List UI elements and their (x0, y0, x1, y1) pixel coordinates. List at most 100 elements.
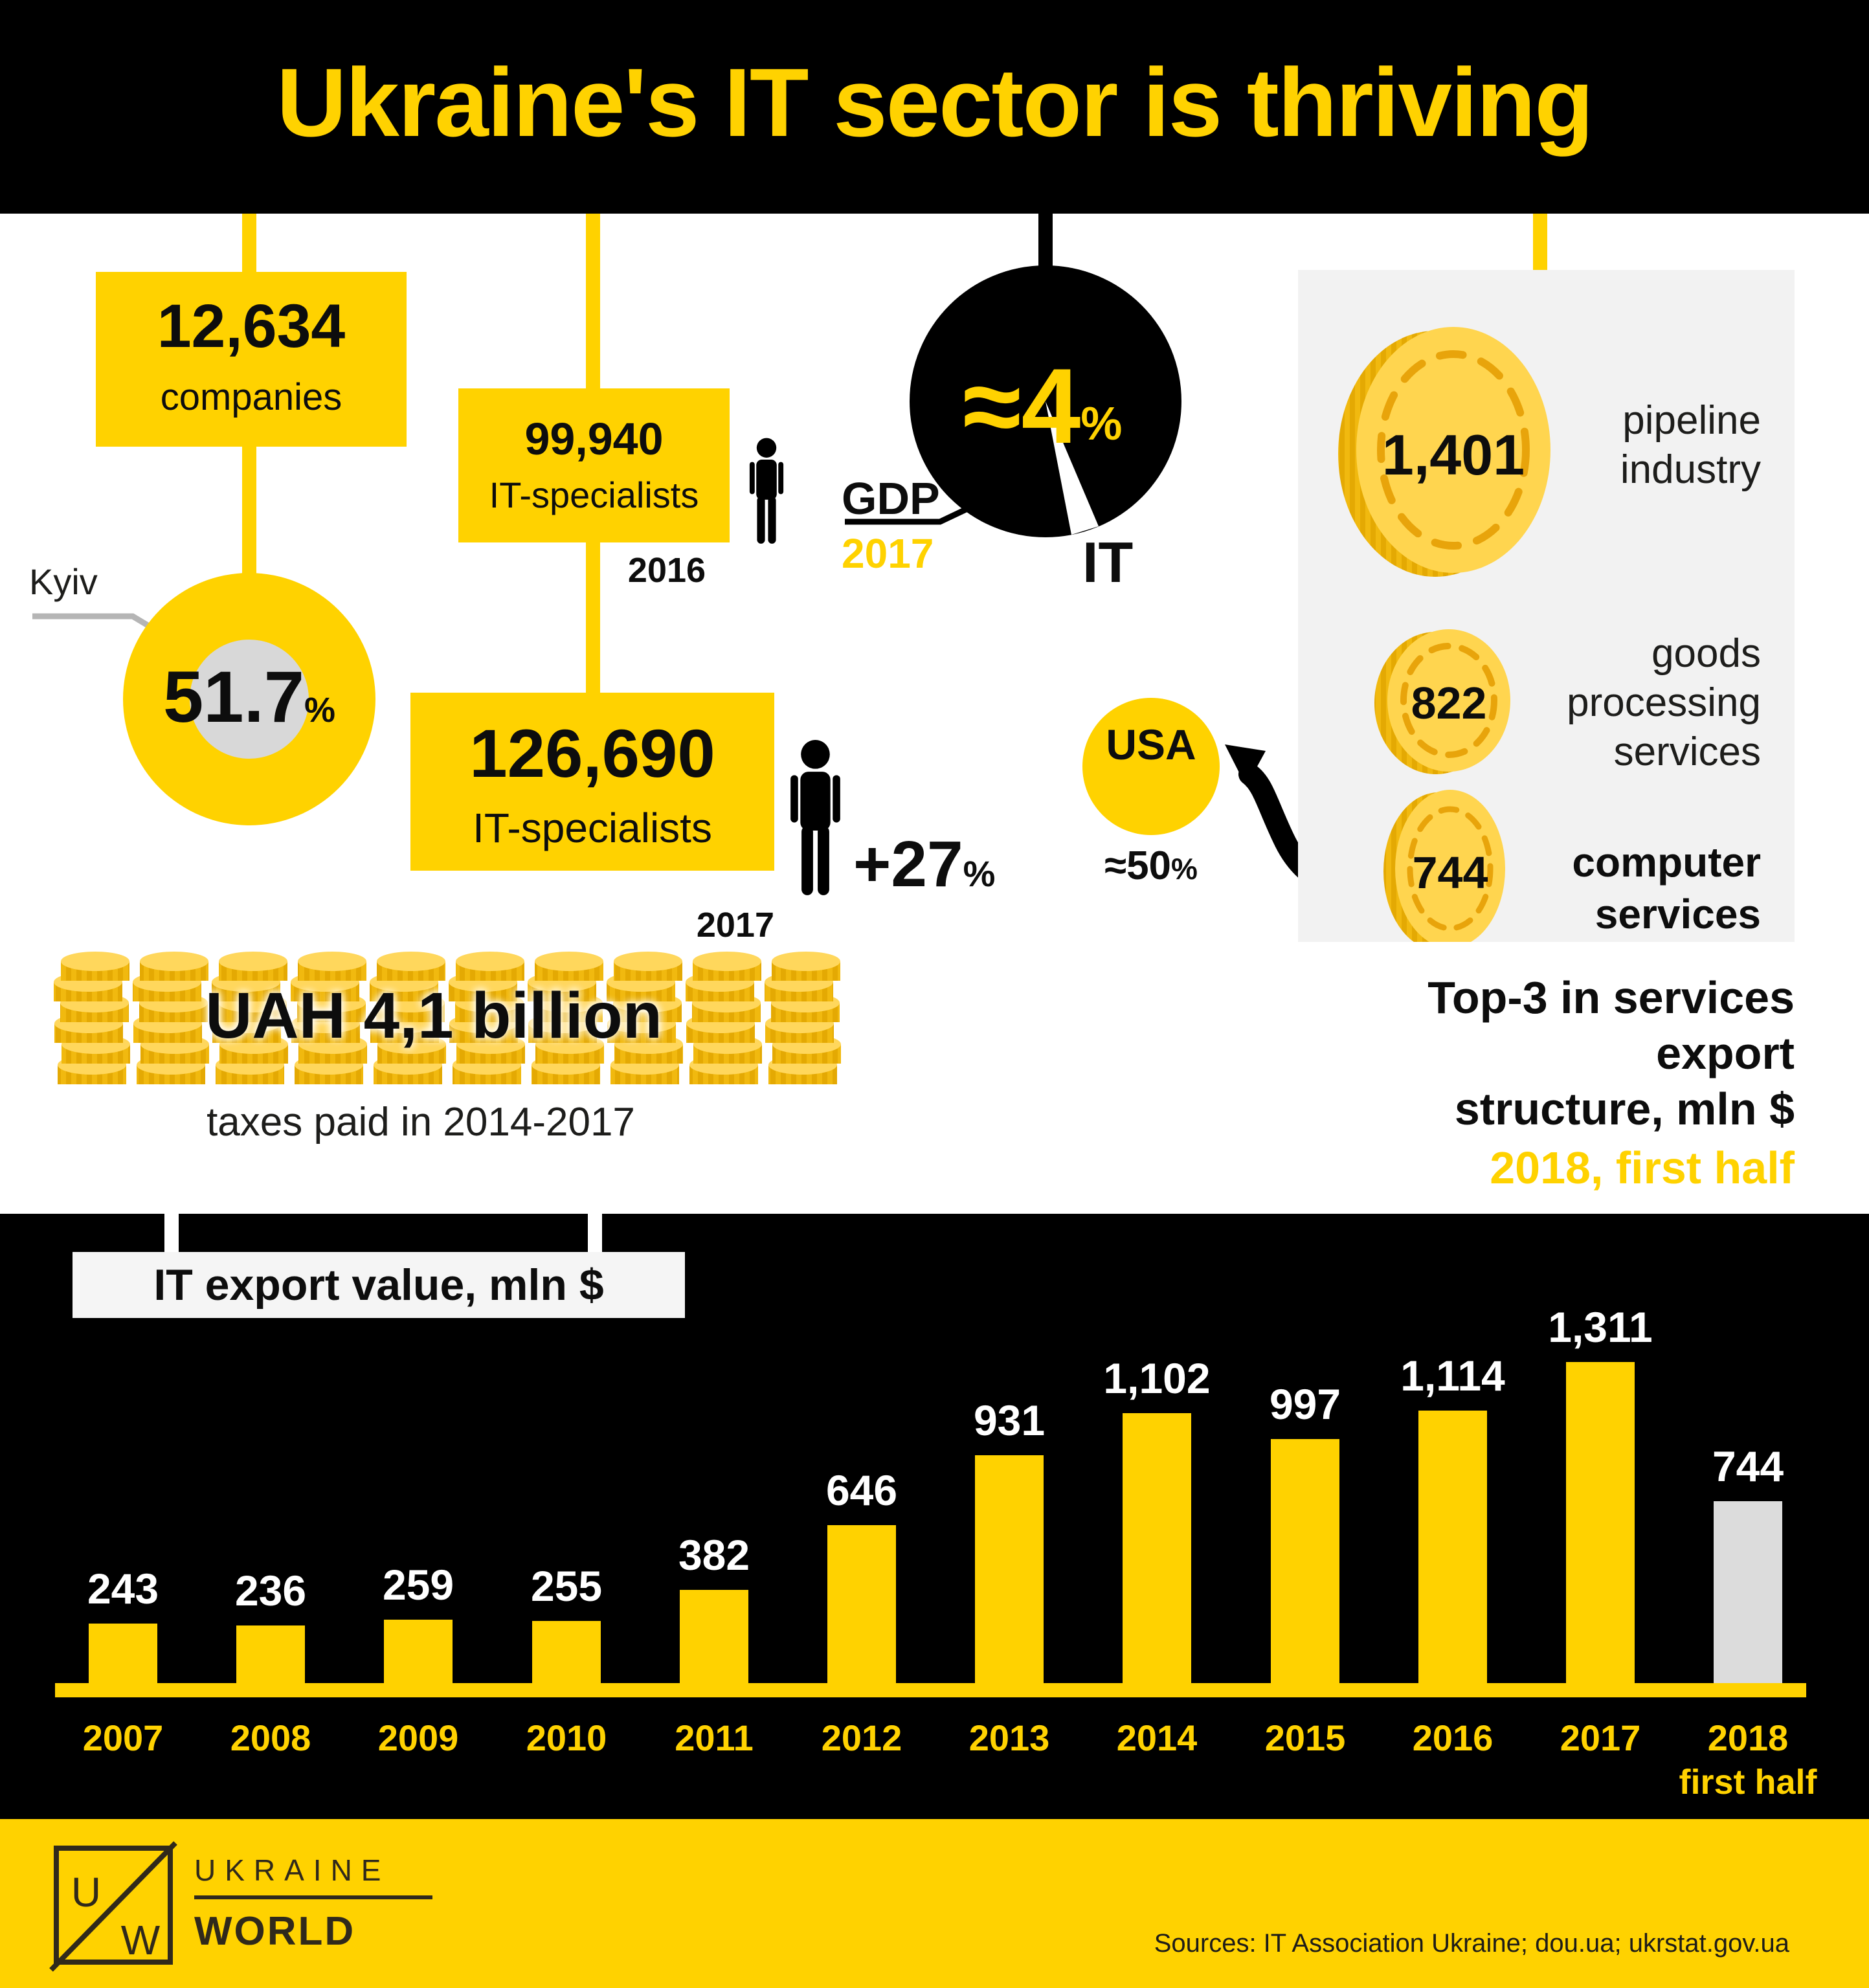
coin-value: 822 (1411, 678, 1487, 728)
export-panel-coins (1338, 327, 1550, 942)
bar-value-label: 255 (530, 1562, 603, 1610)
coin-label: goods processing services (1372, 629, 1761, 777)
coin-label-line: goods (1651, 631, 1761, 676)
coin-value: 1,401 (1382, 423, 1525, 487)
bar-year-label: 2007 (82, 1717, 164, 1758)
connector-line (1533, 214, 1547, 270)
bar-year-label: 2010 (526, 1717, 607, 1758)
bar-2017 (1566, 1362, 1635, 1683)
coin-label-line: industry (1620, 447, 1761, 492)
note-highlight: 2018, first half (1490, 1143, 1795, 1193)
bar-2011 (680, 1590, 748, 1683)
bar-year-label: 2009 (377, 1717, 459, 1758)
brand-name-top: UKRAINE (194, 1853, 390, 1887)
gdp-share-value: ≈4 (963, 346, 1081, 465)
usa-circle (1082, 698, 1220, 835)
banner-tab (588, 1214, 602, 1253)
bar-2012 (827, 1525, 896, 1683)
gdp-pie-chart (910, 265, 1181, 537)
usa-label: USA (1106, 720, 1196, 768)
growth-percent: % (963, 853, 996, 894)
note-line: Top-3 in services export (1427, 972, 1795, 1078)
coin-label-line: pipeline (1622, 398, 1761, 443)
gdp-label: GDP (842, 473, 940, 524)
connector-line (586, 214, 600, 388)
brand-logo-icon: U W (49, 1841, 177, 1972)
usa-share: ≈50% (1073, 843, 1229, 889)
companies-box: 12,634 companies (96, 272, 407, 447)
chart-title-banner: IT export value, mln $ (73, 1252, 685, 1318)
gdp-share: ≈4 % (963, 353, 1122, 460)
bar-year-label: 2008 (230, 1717, 311, 1758)
bar-2009 (384, 1620, 453, 1683)
connector-line-black (1038, 214, 1053, 267)
bar-value-label: 997 (1269, 1380, 1341, 1428)
bar-year-note: first half (1679, 1763, 1817, 1802)
banner-tab (164, 1214, 179, 1253)
brand-divider (194, 1895, 432, 1899)
bar-value-label: 931 (973, 1396, 1046, 1444)
export-panel-note: Top-3 in services export structure, mln … (1277, 970, 1795, 1199)
sources-note: Sources: IT Association Ukraine; dou.ua;… (1154, 1929, 1789, 1958)
specialists-2017-value: 126,690 (469, 716, 715, 792)
coin-icon (1338, 327, 1550, 577)
coin-label-line: services (1595, 891, 1761, 937)
bar-year-label: 2011 (675, 1717, 754, 1758)
specialists-2017-year: 2017 (696, 906, 774, 944)
coin-icon (1374, 629, 1510, 774)
bar-value-label: 259 (382, 1561, 454, 1609)
usa-share-value: ≈50 (1104, 843, 1172, 888)
bar-2018 (1714, 1501, 1782, 1683)
bar-year-label: 2012 (821, 1717, 902, 1758)
bar-2013 (975, 1455, 1044, 1683)
coin-label-line: services (1613, 730, 1761, 774)
kyiv-share-value: 51.7 (163, 656, 304, 737)
bar-year-label: 2016 (1412, 1717, 1494, 1758)
bar-2007 (89, 1624, 157, 1683)
brand-name-bottom: WORLD (194, 1909, 356, 1954)
bar-value-label: 1,102 (1103, 1354, 1211, 1402)
connector-line (242, 214, 256, 272)
person-icon (749, 438, 784, 544)
footer (0, 1819, 1869, 1988)
coin-label: pipeline industry (1372, 396, 1761, 495)
flow-arrow-head (1225, 744, 1266, 787)
page-title: Ukraine's IT sector is thriving (276, 48, 1594, 157)
coin-stacks (54, 952, 841, 1084)
connector-line (586, 542, 600, 693)
bar-2015 (1271, 1439, 1339, 1683)
gdp-callout-line (845, 506, 967, 525)
taxes-caption: taxes paid in 2014-2017 (207, 1100, 635, 1145)
bar-2016 (1418, 1411, 1487, 1683)
taxes-headline: UAH 4,1 billion (205, 979, 662, 1052)
companies-label: companies (160, 376, 342, 418)
bar-value-label: 744 (1712, 1442, 1784, 1490)
gdp-share-percent: % (1080, 398, 1123, 450)
note-line: structure, mln $ (1454, 1084, 1795, 1134)
coin-label-line: processing (1567, 680, 1761, 725)
specialists-2016-box: 99,940 IT-specialists (458, 388, 730, 542)
specialists-2017-label: IT-specialists (473, 805, 712, 851)
logo-letter-w: W (121, 1917, 161, 1963)
kyiv-callout-label: Kyiv (29, 561, 98, 602)
specialists-2017-box: 126,690 IT-specialists (410, 693, 774, 871)
bar-value-label: 1,114 (1400, 1352, 1505, 1400)
person-icon (790, 740, 840, 895)
specialists-2016-value: 99,940 (524, 414, 664, 464)
growth-value: +27 (853, 828, 963, 900)
usa-share-percent: % (1171, 852, 1198, 886)
donut-inner-circle (190, 640, 309, 759)
pie-slice-cut (1046, 401, 1099, 535)
pie-slice-label: IT (1082, 530, 1134, 594)
specialists-2016-label: IT-specialists (489, 475, 699, 515)
bar-2010 (532, 1621, 601, 1683)
bar-value-label: 382 (678, 1531, 750, 1579)
bar-2008 (236, 1625, 305, 1683)
specialists-2016-year: 2016 (627, 551, 706, 590)
bar-year-label: 2018 (1707, 1717, 1789, 1758)
bar-year-label: 2017 (1560, 1717, 1641, 1758)
gdp-year: 2017 (842, 530, 934, 577)
bar-2014 (1123, 1413, 1191, 1683)
coin-icon (1383, 790, 1505, 942)
bar-year-label: 2014 (1116, 1717, 1198, 1758)
